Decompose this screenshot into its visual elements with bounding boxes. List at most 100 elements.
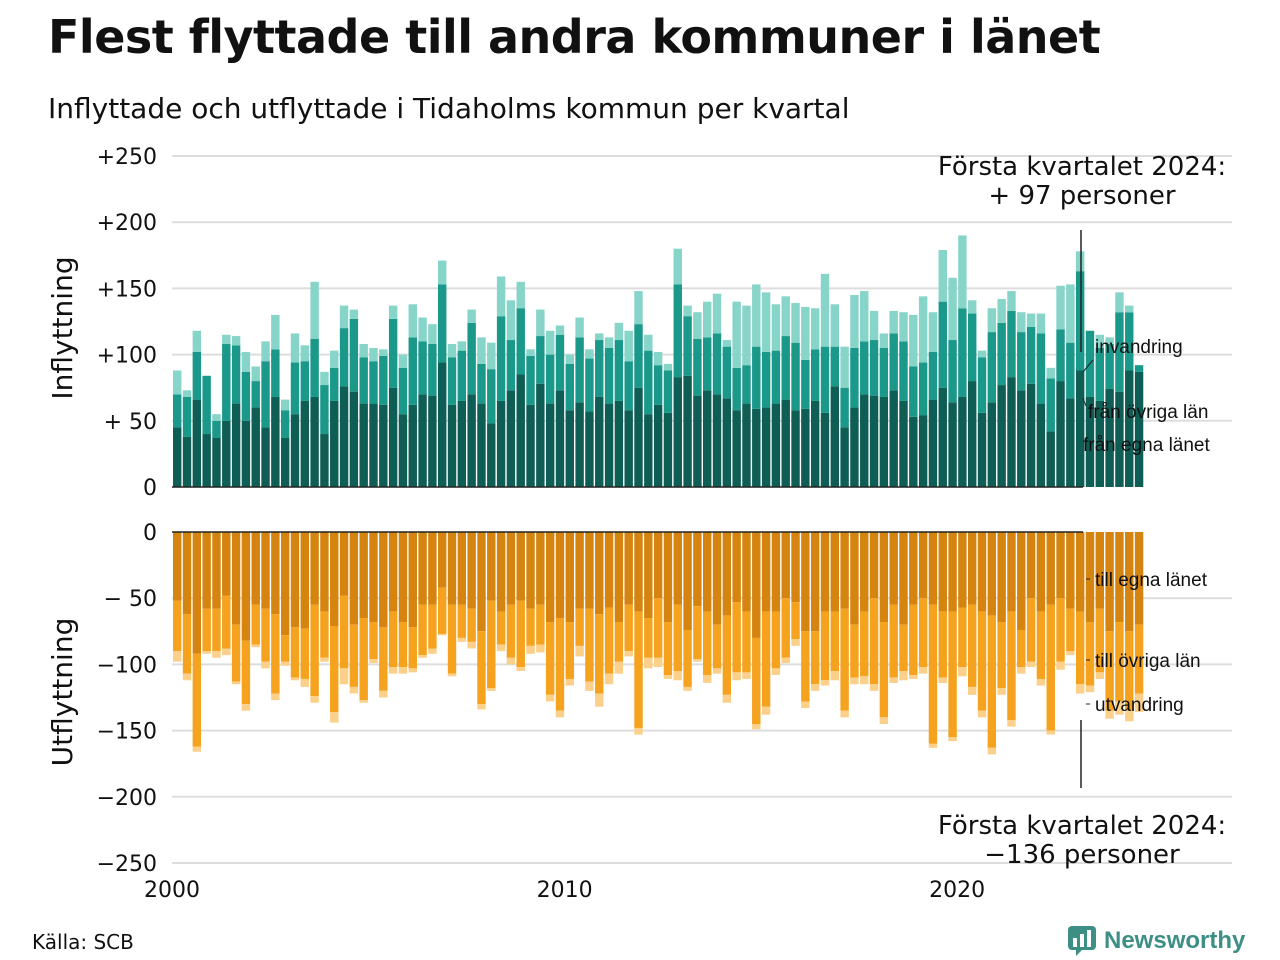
bar-out-1 (1075, 611, 1085, 685)
bar-in-2 (604, 337, 614, 348)
bar-out-1 (693, 606, 702, 660)
bar-in-2 (703, 301, 712, 338)
bar-in-1 (644, 350, 653, 415)
bar-out-0 (565, 532, 575, 623)
bar-in-1 (663, 370, 673, 413)
brand-name: Newsworthy (1104, 927, 1246, 954)
bar-out-0 (644, 532, 653, 619)
x-tick-label: 2010 (537, 878, 593, 903)
bar-out-2 (1125, 710, 1134, 722)
bar-in-2 (899, 312, 908, 342)
bar-out-1 (212, 608, 221, 652)
bar-out-2 (703, 674, 712, 683)
bar-in-0 (938, 387, 947, 487)
bar-in-2 (1105, 337, 1114, 345)
source-note: Källa: SCB (32, 930, 134, 954)
bar-out-0 (418, 532, 427, 605)
bar-in-1 (487, 369, 496, 424)
bar-out-1 (477, 631, 486, 705)
bar-out-2 (820, 680, 830, 686)
bar-out-2 (918, 667, 928, 674)
bar-out-0 (1115, 532, 1124, 623)
bar-out-2 (1007, 720, 1016, 727)
bar-out-2 (545, 694, 555, 702)
bar-in-2 (614, 322, 624, 341)
bar-out-1 (663, 622, 673, 675)
bar-out-0 (467, 532, 476, 609)
bar-in-0 (261, 427, 270, 487)
bar-out-2 (1115, 701, 1124, 715)
bar-out-1 (349, 624, 359, 687)
bar-out-1 (398, 622, 408, 668)
y-axis-title: Inflyttning (46, 256, 79, 399)
bar-in-2 (1075, 251, 1085, 272)
bar-in-2 (752, 284, 761, 347)
bar-in-2 (968, 300, 977, 314)
bar-out-0 (722, 532, 732, 616)
bar-in-2 (879, 333, 889, 348)
bar-in-2 (810, 308, 820, 350)
bar-in-2 (477, 337, 486, 364)
bar-in-2 (212, 414, 221, 421)
bar-in-0 (624, 410, 633, 487)
bar-out-1 (1105, 631, 1114, 711)
bar-in-0 (703, 390, 712, 487)
bar-in-1 (653, 365, 663, 405)
bar-in-2 (585, 349, 594, 359)
bar-in-0 (614, 400, 624, 487)
bar-in-2 (457, 341, 467, 351)
bar-out-0 (1066, 532, 1075, 609)
y-tick-label: −250 (97, 852, 157, 877)
bar-out-1 (948, 611, 957, 738)
bar-in-0 (428, 395, 437, 487)
bar-in-1 (261, 361, 270, 428)
bar-in-1 (182, 396, 192, 437)
bar-out-0 (379, 532, 388, 628)
bar-in-1 (1115, 312, 1124, 392)
bar-in-0 (987, 402, 997, 487)
bar-in-0 (752, 408, 761, 487)
bar-out-2 (359, 700, 368, 703)
bar-in-1 (987, 332, 997, 403)
bar-out-1 (388, 611, 398, 668)
bar-out-1 (820, 611, 830, 681)
bar-out-0 (349, 532, 359, 625)
bar-in-0 (1115, 391, 1124, 487)
bar-in-2 (536, 309, 545, 337)
bar-out-1 (722, 615, 732, 695)
bar-out-2 (673, 671, 682, 681)
bar-out-1 (418, 604, 427, 656)
bar-out-2 (339, 668, 349, 685)
bar-out-2 (624, 651, 633, 657)
bar-in-1 (369, 361, 378, 404)
bar-in-2 (173, 370, 182, 395)
bar-out-1 (192, 653, 202, 747)
bar-out-0 (830, 532, 840, 612)
bar-in-2 (948, 277, 957, 341)
bar-in-1 (938, 301, 947, 388)
bar-in-0 (732, 410, 741, 487)
bar-in-1 (791, 342, 800, 411)
bar-in-0 (173, 427, 182, 487)
bar-out-0 (869, 532, 879, 599)
bar-in-1 (1066, 342, 1075, 399)
y-tick-label: 0 (143, 476, 157, 501)
bar-out-2 (447, 673, 457, 677)
bar-out-2 (634, 727, 643, 735)
bar-out-2 (742, 672, 751, 679)
bar-out-1 (634, 611, 643, 728)
bar-out-0 (879, 532, 889, 623)
bar-in-2 (526, 349, 535, 356)
bar-out-1 (290, 627, 300, 678)
bar-out-0 (860, 532, 869, 612)
bar-out-1 (516, 600, 525, 668)
bar-out-1 (585, 608, 594, 682)
bar-in-1 (1046, 378, 1055, 432)
bar-in-1 (997, 322, 1006, 386)
bar-out-1 (899, 624, 908, 672)
bar-in-1 (280, 410, 290, 439)
bar-in-0 (575, 402, 584, 487)
bar-in-1 (889, 333, 898, 391)
bar-in-0 (977, 412, 987, 487)
bar-in-1 (771, 350, 781, 404)
